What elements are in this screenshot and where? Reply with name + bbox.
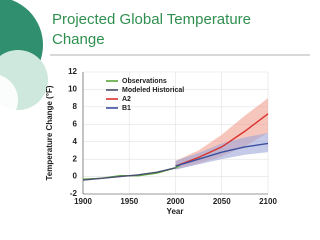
slide-title: Change xyxy=(52,31,105,48)
series-line xyxy=(175,142,269,167)
y-axis-label: Temperature Change (°F) xyxy=(45,85,54,180)
x-axis-label: Year xyxy=(167,207,184,216)
legend-label: B1 xyxy=(122,105,131,112)
y-tick-label: 8 xyxy=(73,102,78,111)
decor-circle xyxy=(0,75,18,125)
x-tick-label: 2100 xyxy=(259,197,277,206)
x-tick-label: 2050 xyxy=(213,197,231,206)
legend-label: Modeled Historical xyxy=(122,87,184,94)
x-tick-label: 1950 xyxy=(120,197,138,206)
y-tick-label: 0 xyxy=(73,172,78,181)
x-tick-label: 2000 xyxy=(167,197,185,206)
series-line xyxy=(175,113,269,167)
series-line xyxy=(82,167,176,181)
y-tick-label: 6 xyxy=(73,119,78,128)
uncertainty-band xyxy=(175,133,268,170)
y-tick-label: 12 xyxy=(68,67,77,76)
slide-title: Projected Global Temperature xyxy=(52,11,251,28)
legend-label: A2 xyxy=(122,96,131,103)
x-tick-label: 1900 xyxy=(74,197,92,206)
legend-label: Observations xyxy=(122,78,167,85)
y-tick-label: 2 xyxy=(73,154,78,163)
y-tick-label: 10 xyxy=(68,85,77,94)
uncertainty-band xyxy=(175,98,268,170)
y-tick-label: -2 xyxy=(70,189,78,198)
y-tick-label: 4 xyxy=(73,137,78,146)
